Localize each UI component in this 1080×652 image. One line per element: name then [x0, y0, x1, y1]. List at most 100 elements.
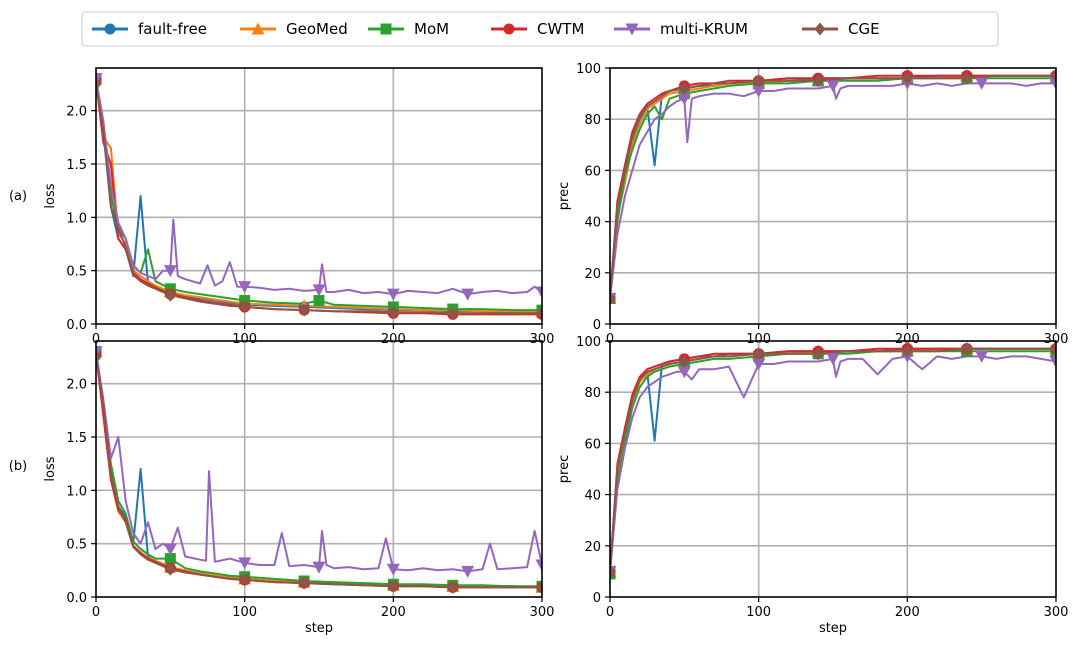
legend-label: CGE	[848, 20, 880, 38]
series-marker-cge	[678, 354, 690, 368]
series-line-geomed	[610, 74, 1056, 299]
legend-marker	[814, 22, 826, 36]
x-tick-label: 200	[895, 605, 920, 620]
series-marker-multi-krum	[461, 288, 475, 301]
legend-item-cwtm: CWTM	[491, 20, 584, 38]
y-tick-label: 80	[584, 386, 601, 401]
plot-area	[610, 342, 1056, 580]
y-axis-label: prec	[557, 455, 572, 483]
series-marker-multi-krum	[312, 284, 326, 297]
row-labels: (a) (b)	[9, 189, 27, 474]
series-line-geomed	[96, 78, 542, 314]
series-marker-multi-krum	[386, 563, 400, 576]
series-line-cwtm	[96, 353, 542, 589]
series-line-geomed	[96, 351, 542, 589]
series-marker-cge	[610, 291, 616, 305]
axes-frame	[609, 67, 1057, 325]
series-marker-mom	[313, 295, 325, 307]
y-tick-label: 20	[584, 540, 601, 555]
series-marker-multi-krum	[677, 93, 691, 106]
series-marker-multi-krum	[238, 557, 252, 570]
y-tick-label: 40	[584, 489, 601, 504]
row-label-a: (a)	[9, 189, 27, 204]
y-tick-label: 1.0	[66, 484, 87, 499]
series-line-fault-free	[96, 78, 542, 314]
legend-item-fault-free: fault-free	[92, 20, 207, 38]
series-marker-multi-krum	[163, 265, 177, 278]
panel-b-prec: 0 100 200 300 0 20 40 60 80 100 prec step	[557, 335, 1068, 636]
series-line-cge	[610, 74, 1056, 299]
series-marker-cge	[536, 580, 542, 594]
series-marker-multi-krum	[163, 543, 177, 556]
axes-frame	[95, 67, 543, 325]
series-marker-cge	[812, 74, 824, 88]
series-marker-multi-krum	[386, 288, 400, 301]
x-tick-label: 100	[746, 332, 771, 347]
series-marker-multi-krum	[535, 559, 542, 572]
series-marker-multi-krum	[677, 366, 691, 379]
y-tick-label: 0	[593, 591, 601, 606]
plot-area	[96, 345, 542, 594]
panel-a-prec: 0 100 200 300 0 20 40 60 80 100 prec	[557, 62, 1068, 347]
legend-item-cge: CGE	[802, 20, 880, 38]
y-tick-label: 60	[584, 164, 601, 179]
y-tick-label: 0.5	[66, 265, 87, 280]
series-marker-multi-krum	[975, 350, 989, 363]
series-marker-cge	[239, 300, 251, 314]
y-tick-label: 0	[593, 318, 601, 333]
axes-frame	[95, 340, 543, 598]
series-marker-multi-krum	[1049, 77, 1056, 90]
x-tick-label: 0	[606, 605, 614, 620]
legend-label: MoM	[414, 20, 449, 38]
series-line-cge	[96, 356, 542, 589]
series-marker-cge	[447, 580, 459, 594]
y-tick-label: 20	[584, 267, 601, 282]
series-marker-cge	[812, 347, 824, 361]
legend-item-multi-krum: multi-KRUM	[614, 20, 748, 38]
legend-label: CWTM	[537, 20, 584, 38]
series-line-mom	[96, 78, 542, 312]
y-tick-label: 1.0	[66, 211, 87, 226]
series-marker-cge	[164, 562, 176, 576]
y-tick-label: 1.5	[66, 158, 87, 173]
x-tick-label: 100	[746, 605, 771, 620]
legend-marker	[625, 23, 639, 36]
y-tick-label: 1.5	[66, 431, 87, 446]
x-tick-label: 0	[606, 332, 614, 347]
series-marker-cge	[901, 344, 913, 358]
x-tick-label: 300	[1044, 605, 1069, 620]
series-marker-cge	[96, 350, 102, 364]
legend-marker	[104, 23, 116, 35]
series-line-multi-krum	[96, 78, 542, 296]
series-line-cwtm	[610, 74, 1056, 299]
legend-marker	[380, 23, 392, 35]
row-label-b: (b)	[9, 459, 27, 474]
x-tick-label: 0	[92, 605, 100, 620]
legend-item-mom: MoM	[368, 20, 449, 38]
series-line-fault-free	[610, 74, 1056, 299]
x-tick-label: 300	[1044, 332, 1069, 347]
series-marker-multi-krum	[1049, 355, 1056, 368]
series-line-mom	[610, 350, 1056, 575]
series-marker-cge	[447, 306, 459, 320]
series-line-cwtm	[610, 347, 1056, 572]
series-marker-cge	[1050, 69, 1056, 83]
series-marker-cge	[961, 342, 973, 356]
series-marker-cge	[298, 576, 310, 590]
series-marker-cge	[678, 81, 690, 95]
series-line-fault-free	[96, 351, 542, 589]
y-tick-label: 100	[576, 62, 601, 77]
x-tick-label: 300	[530, 332, 555, 347]
y-tick-label: 0.5	[66, 538, 87, 553]
panel-a-loss: 0 100 200 300 0.0 0.5 1.0 1.5 2.0 loss	[43, 67, 555, 347]
series-marker-cge	[387, 579, 399, 593]
series-line-mom	[610, 77, 1056, 299]
panel-b-loss: 0 100 200 300 0.0 0.5 1.0 1.5 2.0 loss step	[43, 340, 554, 636]
x-tick-label: 100	[232, 332, 257, 347]
y-tick-label: 2.0	[66, 105, 87, 120]
series-marker-cge	[753, 347, 765, 361]
series-marker-multi-krum	[975, 77, 989, 90]
legend-marker	[251, 22, 265, 35]
